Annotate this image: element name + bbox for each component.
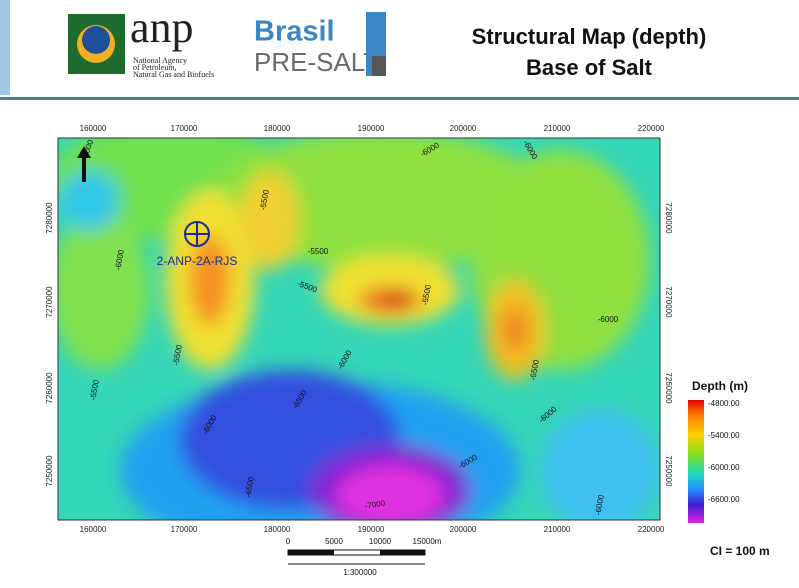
title: Structural Map (depth) xyxy=(472,24,707,49)
x-coordinate-label: 210000 xyxy=(544,525,571,534)
y-coordinate-label: 7270000 xyxy=(664,286,673,318)
legend-label: -6600.00 xyxy=(708,495,740,504)
x-coordinate-label: 160000 xyxy=(80,525,107,534)
north-arrow xyxy=(77,146,91,182)
y-coordinate-label: 7270000 xyxy=(45,286,54,318)
logo-subtitle: Natural Gas and Biofuels xyxy=(133,70,214,79)
logo-text: anp xyxy=(130,3,194,52)
contour-label: -6000 xyxy=(113,249,126,271)
legend-label: -4800.00 xyxy=(708,399,740,408)
well-cross xyxy=(185,222,209,246)
depth-map xyxy=(58,138,660,520)
scale-label: 15000m xyxy=(413,537,442,546)
title: Base of Salt xyxy=(526,55,653,80)
x-coordinate-label: 190000 xyxy=(358,124,385,133)
divider xyxy=(0,97,799,100)
x-coordinate-label: 200000 xyxy=(450,525,477,534)
x-coordinate-label: 210000 xyxy=(544,124,571,133)
contour-label: -5500 xyxy=(308,247,329,256)
legend-label: -6000.00 xyxy=(708,463,740,472)
x-coordinate-label: 200000 xyxy=(450,124,477,133)
y-coordinate-label: 7280000 xyxy=(45,202,54,234)
contour-label: -5500 xyxy=(420,284,433,306)
edge-strip xyxy=(0,0,10,95)
legend-label: -5400.00 xyxy=(708,431,740,440)
contour-label: -6500 xyxy=(243,476,256,498)
x-coordinate-label: 170000 xyxy=(171,525,198,534)
y-coordinate-label: 7280000 xyxy=(664,202,673,234)
color-bar xyxy=(688,400,704,523)
contour-interval: CI = 100 m xyxy=(710,544,770,558)
scale-label: 10000 xyxy=(369,537,392,546)
contour-label: -6000 xyxy=(598,315,619,324)
scale-label: 0 xyxy=(286,537,291,546)
logo-subtitle: National Agency xyxy=(133,56,187,65)
x-coordinate-label: 190000 xyxy=(358,525,385,534)
well-label: 2-ANP-2A-RJS xyxy=(157,254,238,268)
contour-label: -5500 xyxy=(528,359,541,381)
x-coordinate-label: 160000 xyxy=(80,124,107,133)
map-frame xyxy=(57,137,661,521)
brand-sub: PRE-SALT xyxy=(254,47,379,77)
scale-label: 5000 xyxy=(325,537,343,546)
logo-subtitle: of Petroleum, xyxy=(133,63,177,72)
x-coordinate-label: 220000 xyxy=(638,124,665,133)
scale-bar-segment xyxy=(288,550,334,555)
x-coordinate-label: 170000 xyxy=(171,124,198,133)
y-coordinate-label: 7250000 xyxy=(664,455,673,487)
brand-mark-base xyxy=(372,56,386,76)
contour-label: -6000 xyxy=(593,494,606,516)
y-coordinate-label: 7250000 xyxy=(45,455,54,487)
logo-drop-inner xyxy=(82,26,110,54)
contour-label: -5500 xyxy=(171,344,184,366)
brand: Brasil xyxy=(254,16,335,48)
contour-label: -5500 xyxy=(258,189,271,211)
contour-label: -7000 xyxy=(364,498,386,511)
legend-title: Depth (m) xyxy=(692,379,748,393)
y-coordinate-label: 7260000 xyxy=(45,372,54,404)
scale-bar-segment xyxy=(380,550,425,555)
x-coordinate-label: 180000 xyxy=(264,124,291,133)
y-coordinate-label: 7260000 xyxy=(664,372,673,404)
contour-label: -5500 xyxy=(88,379,101,401)
x-coordinate-label: 220000 xyxy=(638,525,665,534)
depth-field xyxy=(58,138,660,520)
x-coordinate-label: 180000 xyxy=(264,525,291,534)
scale-ratio: 1:300000 xyxy=(343,568,377,577)
